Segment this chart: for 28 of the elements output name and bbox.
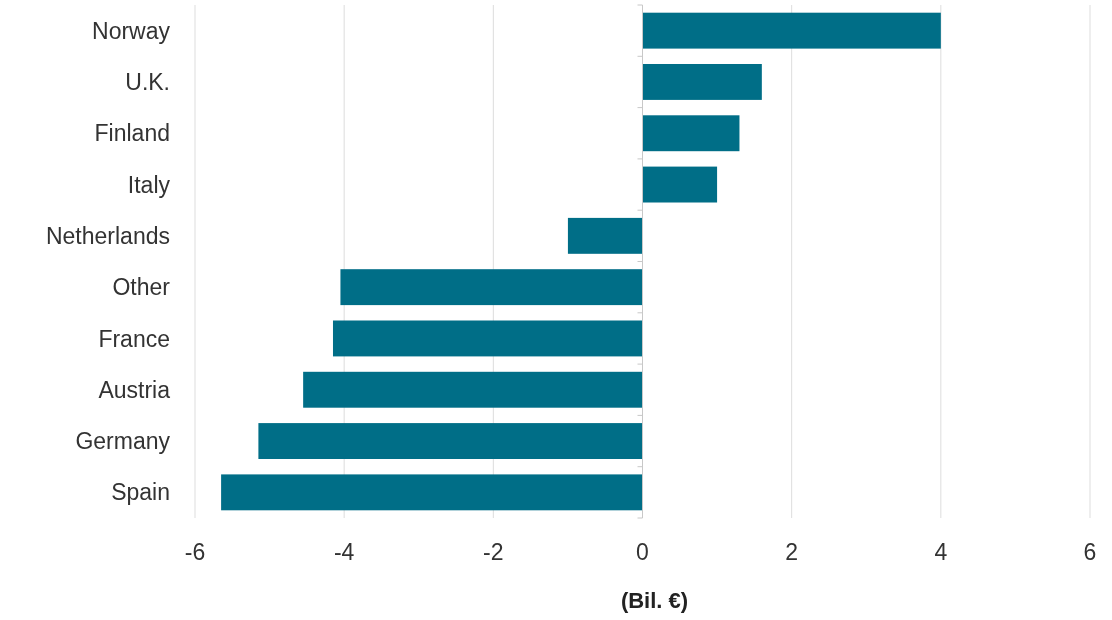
x-tick-label: 0 (636, 539, 649, 565)
x-tick-label: -4 (333, 539, 355, 565)
y-tick-label: Other (112, 274, 171, 301)
y-tick-label: Netherlands (45, 222, 170, 249)
y-tick-label: U.K. (125, 69, 170, 95)
x-tick-label: 6 (1083, 539, 1097, 565)
bar (642, 115, 740, 152)
bar (642, 64, 762, 100)
y-tick-label: Austria (98, 376, 171, 403)
bar (340, 269, 643, 306)
x-tick-label: -2 (483, 539, 504, 565)
y-tick-label: Germany (75, 428, 171, 455)
y-tick-label: Norway (92, 17, 171, 44)
bar (221, 474, 643, 511)
bar (303, 371, 643, 408)
bar (642, 166, 718, 203)
y-tick-label: Spain (111, 479, 170, 506)
bar (332, 320, 643, 357)
x-axis-title: (Bil. €) (620, 588, 689, 613)
y-tick-label: France (98, 325, 170, 352)
y-tick-label: Finland (94, 120, 170, 147)
bar (567, 217, 643, 254)
y-tick-label: Italy (127, 171, 171, 198)
bar (642, 12, 941, 49)
x-tick-label: -6 (184, 539, 206, 565)
x-tick-label: 2 (785, 539, 799, 565)
x-tick-label: 4 (934, 539, 948, 565)
bar (258, 423, 643, 460)
